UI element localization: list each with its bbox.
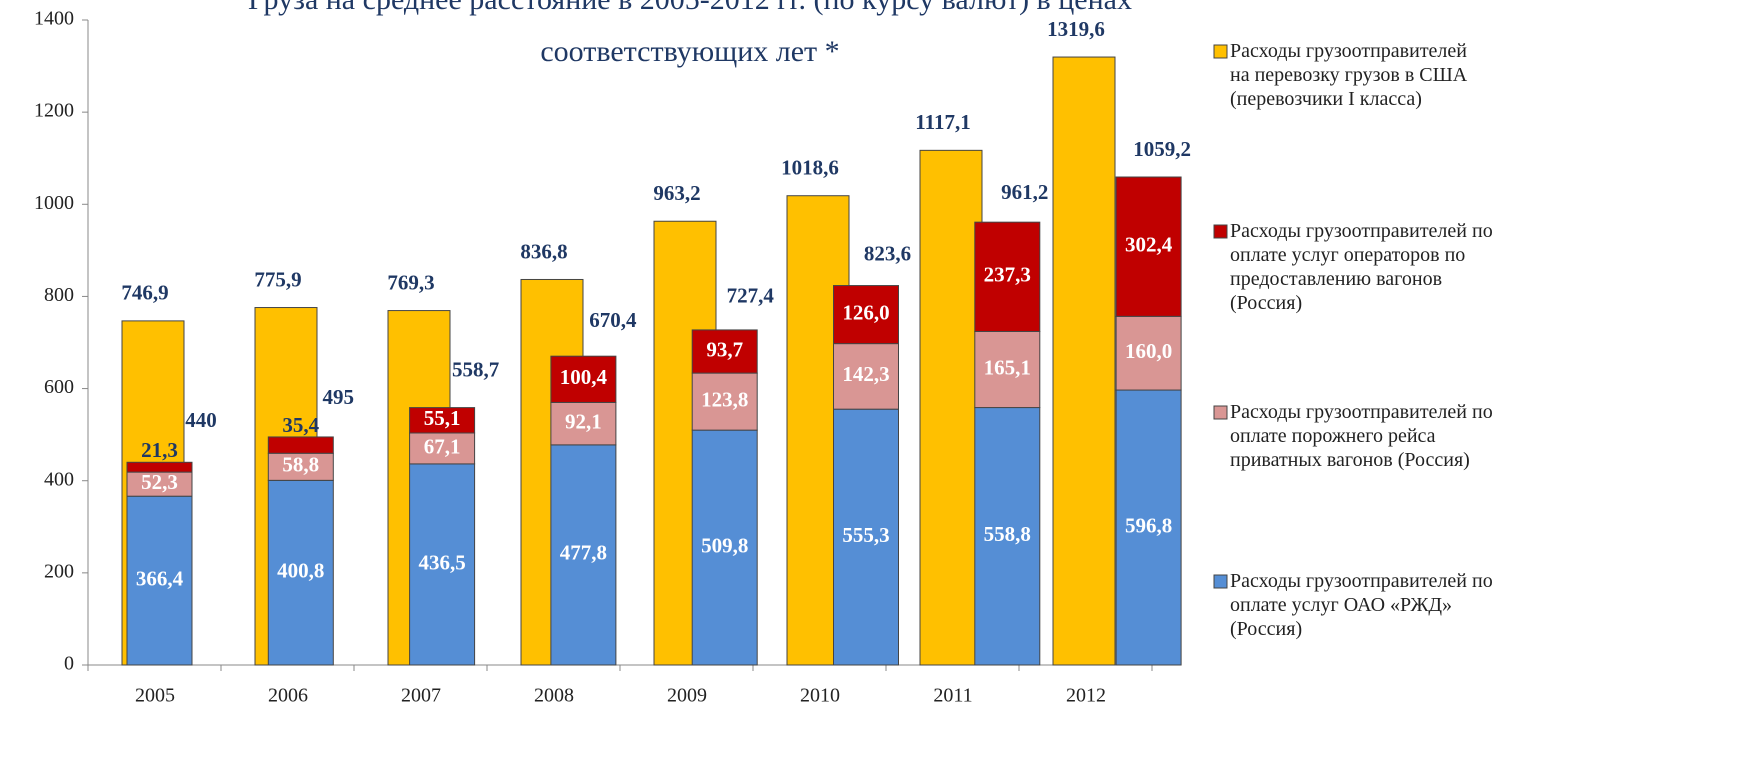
value-label: 142,3 xyxy=(842,362,889,386)
value-label: 123,8 xyxy=(701,387,748,411)
legend-label: Расходы грузоотправителей на перевозку гр… xyxy=(1230,40,1468,110)
value-label: 67,1 xyxy=(424,434,461,458)
y-tick-label: 800 xyxy=(44,284,74,306)
value-label: 1117,1 xyxy=(915,110,970,134)
value-label: 1018,6 xyxy=(781,156,839,180)
bar-segment xyxy=(409,407,476,434)
total-label: 440 xyxy=(185,408,217,432)
legend-swatch xyxy=(1213,405,1228,420)
y-tick-label: 200 xyxy=(44,560,74,582)
bar-segment xyxy=(974,407,1041,666)
value-label: 92,1 xyxy=(565,409,602,433)
bar-segment xyxy=(550,355,617,403)
bar-segment xyxy=(126,495,193,666)
x-tick-label: 2011 xyxy=(933,685,972,707)
legend-swatch xyxy=(1213,44,1228,59)
chart-title: Груза на среднее расстояние в 2005-2012 … xyxy=(248,0,1132,16)
value-label: 746,9 xyxy=(121,281,168,305)
x-tick-label: 2010 xyxy=(800,685,840,707)
value-label: 836,8 xyxy=(520,239,567,263)
legend-swatch xyxy=(1213,224,1228,239)
value-label: 21,3 xyxy=(141,438,178,462)
legend-swatch xyxy=(1213,574,1228,589)
total-label: 823,6 xyxy=(864,241,911,265)
x-tick-label: 2007 xyxy=(401,685,441,707)
bar-segment xyxy=(691,372,758,431)
value-label: 775,9 xyxy=(254,267,301,291)
value-label: 126,0 xyxy=(842,300,889,324)
value-label: 55,1 xyxy=(424,406,461,430)
value-label: 477,8 xyxy=(560,541,607,565)
value-label: 35,4 xyxy=(282,413,319,437)
total-label: 727,4 xyxy=(727,284,775,308)
value-label: 302,4 xyxy=(1125,232,1173,256)
bar-segment xyxy=(691,429,758,666)
bar-segment xyxy=(267,479,334,666)
bar-segment xyxy=(1115,176,1182,317)
bar-segment xyxy=(833,408,899,666)
value-label: 963,2 xyxy=(653,181,700,205)
value-label: 58,8 xyxy=(282,453,319,477)
total-label: 495 xyxy=(323,385,355,409)
value-label: 160,0 xyxy=(1125,339,1172,363)
bar-segment xyxy=(550,444,617,666)
chart-title: соответствующих лет * xyxy=(540,35,839,68)
total-label: 670,4 xyxy=(589,308,637,332)
x-tick-label: 2009 xyxy=(667,685,707,707)
bar-segment xyxy=(1115,315,1182,391)
y-tick-label: 0 xyxy=(64,653,74,675)
legend-label: Расходы грузоотправителей по оплате услуг… xyxy=(1230,570,1493,640)
bar-segment xyxy=(126,471,193,497)
legend-label: Расходы грузоотправителей по оплате порож… xyxy=(1230,401,1493,471)
y-tick-label: 1200 xyxy=(34,100,74,122)
y-tick-label: 400 xyxy=(44,468,74,490)
value-label: 769,3 xyxy=(387,270,434,294)
value-label: 400,8 xyxy=(277,558,324,582)
x-tick-label: 2005 xyxy=(135,685,175,707)
y-tick-label: 600 xyxy=(44,376,74,398)
value-label: 558,8 xyxy=(984,522,1031,546)
value-label: 366,4 xyxy=(136,566,184,590)
value-label: 93,7 xyxy=(706,337,743,361)
value-label: 1319,6 xyxy=(1047,17,1105,41)
bar-segment xyxy=(550,401,617,446)
bar xyxy=(919,149,983,666)
x-tick-label: 2008 xyxy=(534,685,574,707)
value-label: 100,4 xyxy=(560,365,608,389)
bar-segment xyxy=(126,461,193,473)
value-label: 52,3 xyxy=(141,470,178,494)
bar-segment xyxy=(267,436,334,454)
y-tick-label: 1000 xyxy=(34,192,74,214)
value-label: 509,8 xyxy=(701,533,748,557)
bar-segment xyxy=(1115,389,1182,666)
total-label: 1059,2 xyxy=(1133,137,1191,161)
bar-segment xyxy=(409,463,476,666)
value-label: 596,8 xyxy=(1125,513,1172,537)
y-tick-label: 1400 xyxy=(34,8,74,30)
value-label: 237,3 xyxy=(984,263,1031,287)
bar-segment xyxy=(974,221,1041,332)
bar-segment xyxy=(833,285,899,345)
total-label: 558,7 xyxy=(452,357,499,381)
bar xyxy=(1052,56,1116,666)
value-label: 436,5 xyxy=(418,550,465,574)
bar-segment xyxy=(691,329,758,374)
value-label: 165,1 xyxy=(984,355,1031,379)
value-label: 555,3 xyxy=(842,523,889,547)
x-tick-label: 2006 xyxy=(268,685,308,707)
total-label: 961,2 xyxy=(1001,180,1048,204)
x-tick-label: 2012 xyxy=(1066,685,1106,707)
legend-label: Расходы грузоотправителей по оплате услуг… xyxy=(1230,220,1493,314)
